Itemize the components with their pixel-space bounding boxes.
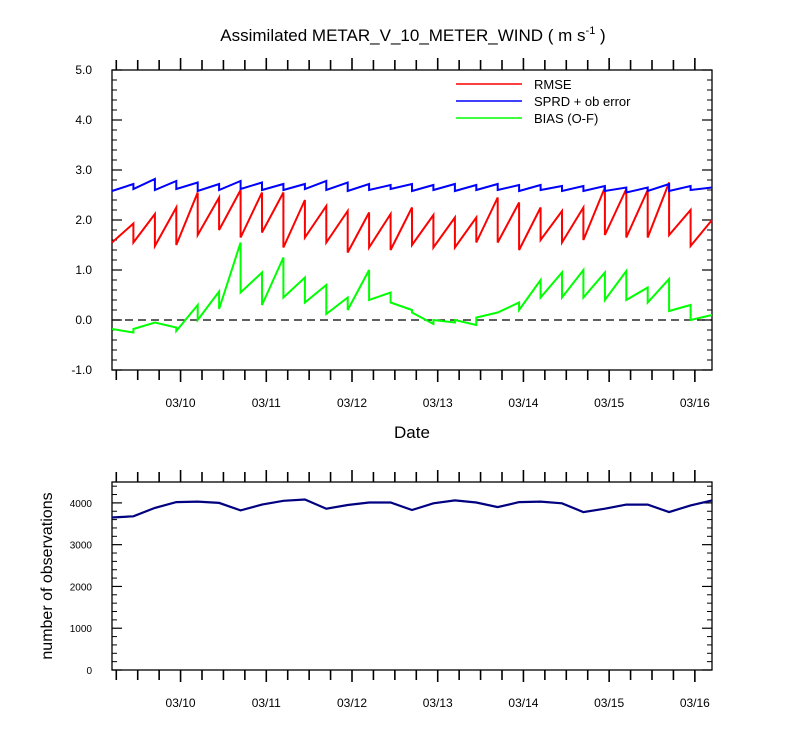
top-series-group — [111, 177, 713, 334]
top-x-axis: 03/10 03/11 03/12 03/13 03/14 03/15 03/16 — [115, 58, 710, 410]
top-x-tick-label: 03/10 — [166, 396, 196, 410]
chart-title-close: ) — [595, 26, 605, 45]
bottom-x-tick-label: 03/14 — [508, 696, 538, 710]
bottom-y-tick-label: 4000 — [70, 499, 93, 510]
top-y-tick-label: 0.0 — [75, 313, 92, 327]
top-panel: Assimilated METAR_V_10_METER_WIND ( m s-… — [71, 25, 713, 442]
top-x-tick-label: 03/11 — [252, 396, 281, 410]
bottom-y-axis: 0 1000 2000 3000 4000 — [70, 485, 712, 677]
bottom-x-tick-label: 03/15 — [594, 696, 624, 710]
legend-label: BIAS (O-F) — [534, 111, 598, 126]
legend: RMSE SPRD + ob error BIAS (O-F) — [456, 77, 631, 126]
bottom-series-group — [111, 498, 713, 519]
chart-title-superscript: -1 — [586, 25, 596, 37]
top-x-tick-label: 03/12 — [337, 396, 367, 410]
series-line-bias-o-f — [111, 242, 713, 334]
bottom-x-axis: 03/10 03/11 03/12 03/13 03/14 03/15 03/16 — [115, 470, 710, 710]
top-y-tick-label: 4.0 — [75, 113, 92, 127]
bottom-x-tick-label: 03/11 — [252, 696, 281, 710]
top-y-tick-label: -1.0 — [71, 363, 92, 377]
bottom-x-tick-label: 03/13 — [423, 696, 453, 710]
bottom-y-tick-label: 1000 — [70, 624, 93, 635]
series-line-rmse — [111, 182, 713, 253]
series-line-observations — [111, 498, 713, 519]
bottom-x-tick-label: 03/12 — [337, 696, 367, 710]
bottom-plot-frame — [111, 481, 713, 671]
top-x-tick-label: 03/16 — [680, 396, 710, 410]
y-axis-label: number of observations — [39, 492, 56, 659]
legend-label: SPRD + ob error — [534, 94, 631, 109]
top-y-tick-label: 2.0 — [75, 213, 92, 227]
bottom-x-tick-label: 03/16 — [680, 696, 710, 710]
bottom-x-tick-label: 03/10 — [166, 696, 196, 710]
chart-title-text: Assimilated METAR_V_10_METER_WIND ( m s — [220, 26, 585, 45]
top-y-tick-label: 5.0 — [75, 63, 92, 77]
top-y-tick-label: 3.0 — [75, 163, 92, 177]
top-y-tick-label: 1.0 — [75, 263, 92, 277]
x-axis-label: Date — [394, 423, 430, 442]
chart-title: Assimilated METAR_V_10_METER_WIND ( m s-… — [220, 25, 605, 45]
bottom-y-tick-label: 0 — [86, 666, 92, 677]
top-x-tick-label: 03/13 — [423, 396, 453, 410]
top-x-tick-label: 03/14 — [508, 396, 538, 410]
bottom-y-tick-label: 3000 — [70, 541, 93, 552]
top-y-axis: -1.0 0.0 1.0 2.0 3.0 4.0 5.0 — [71, 63, 712, 377]
top-x-tick-label: 03/15 — [594, 396, 624, 410]
bottom-y-tick-label: 2000 — [70, 582, 93, 593]
legend-label: RMSE — [534, 77, 572, 92]
series-line-sprd-ob-error — [111, 177, 713, 194]
